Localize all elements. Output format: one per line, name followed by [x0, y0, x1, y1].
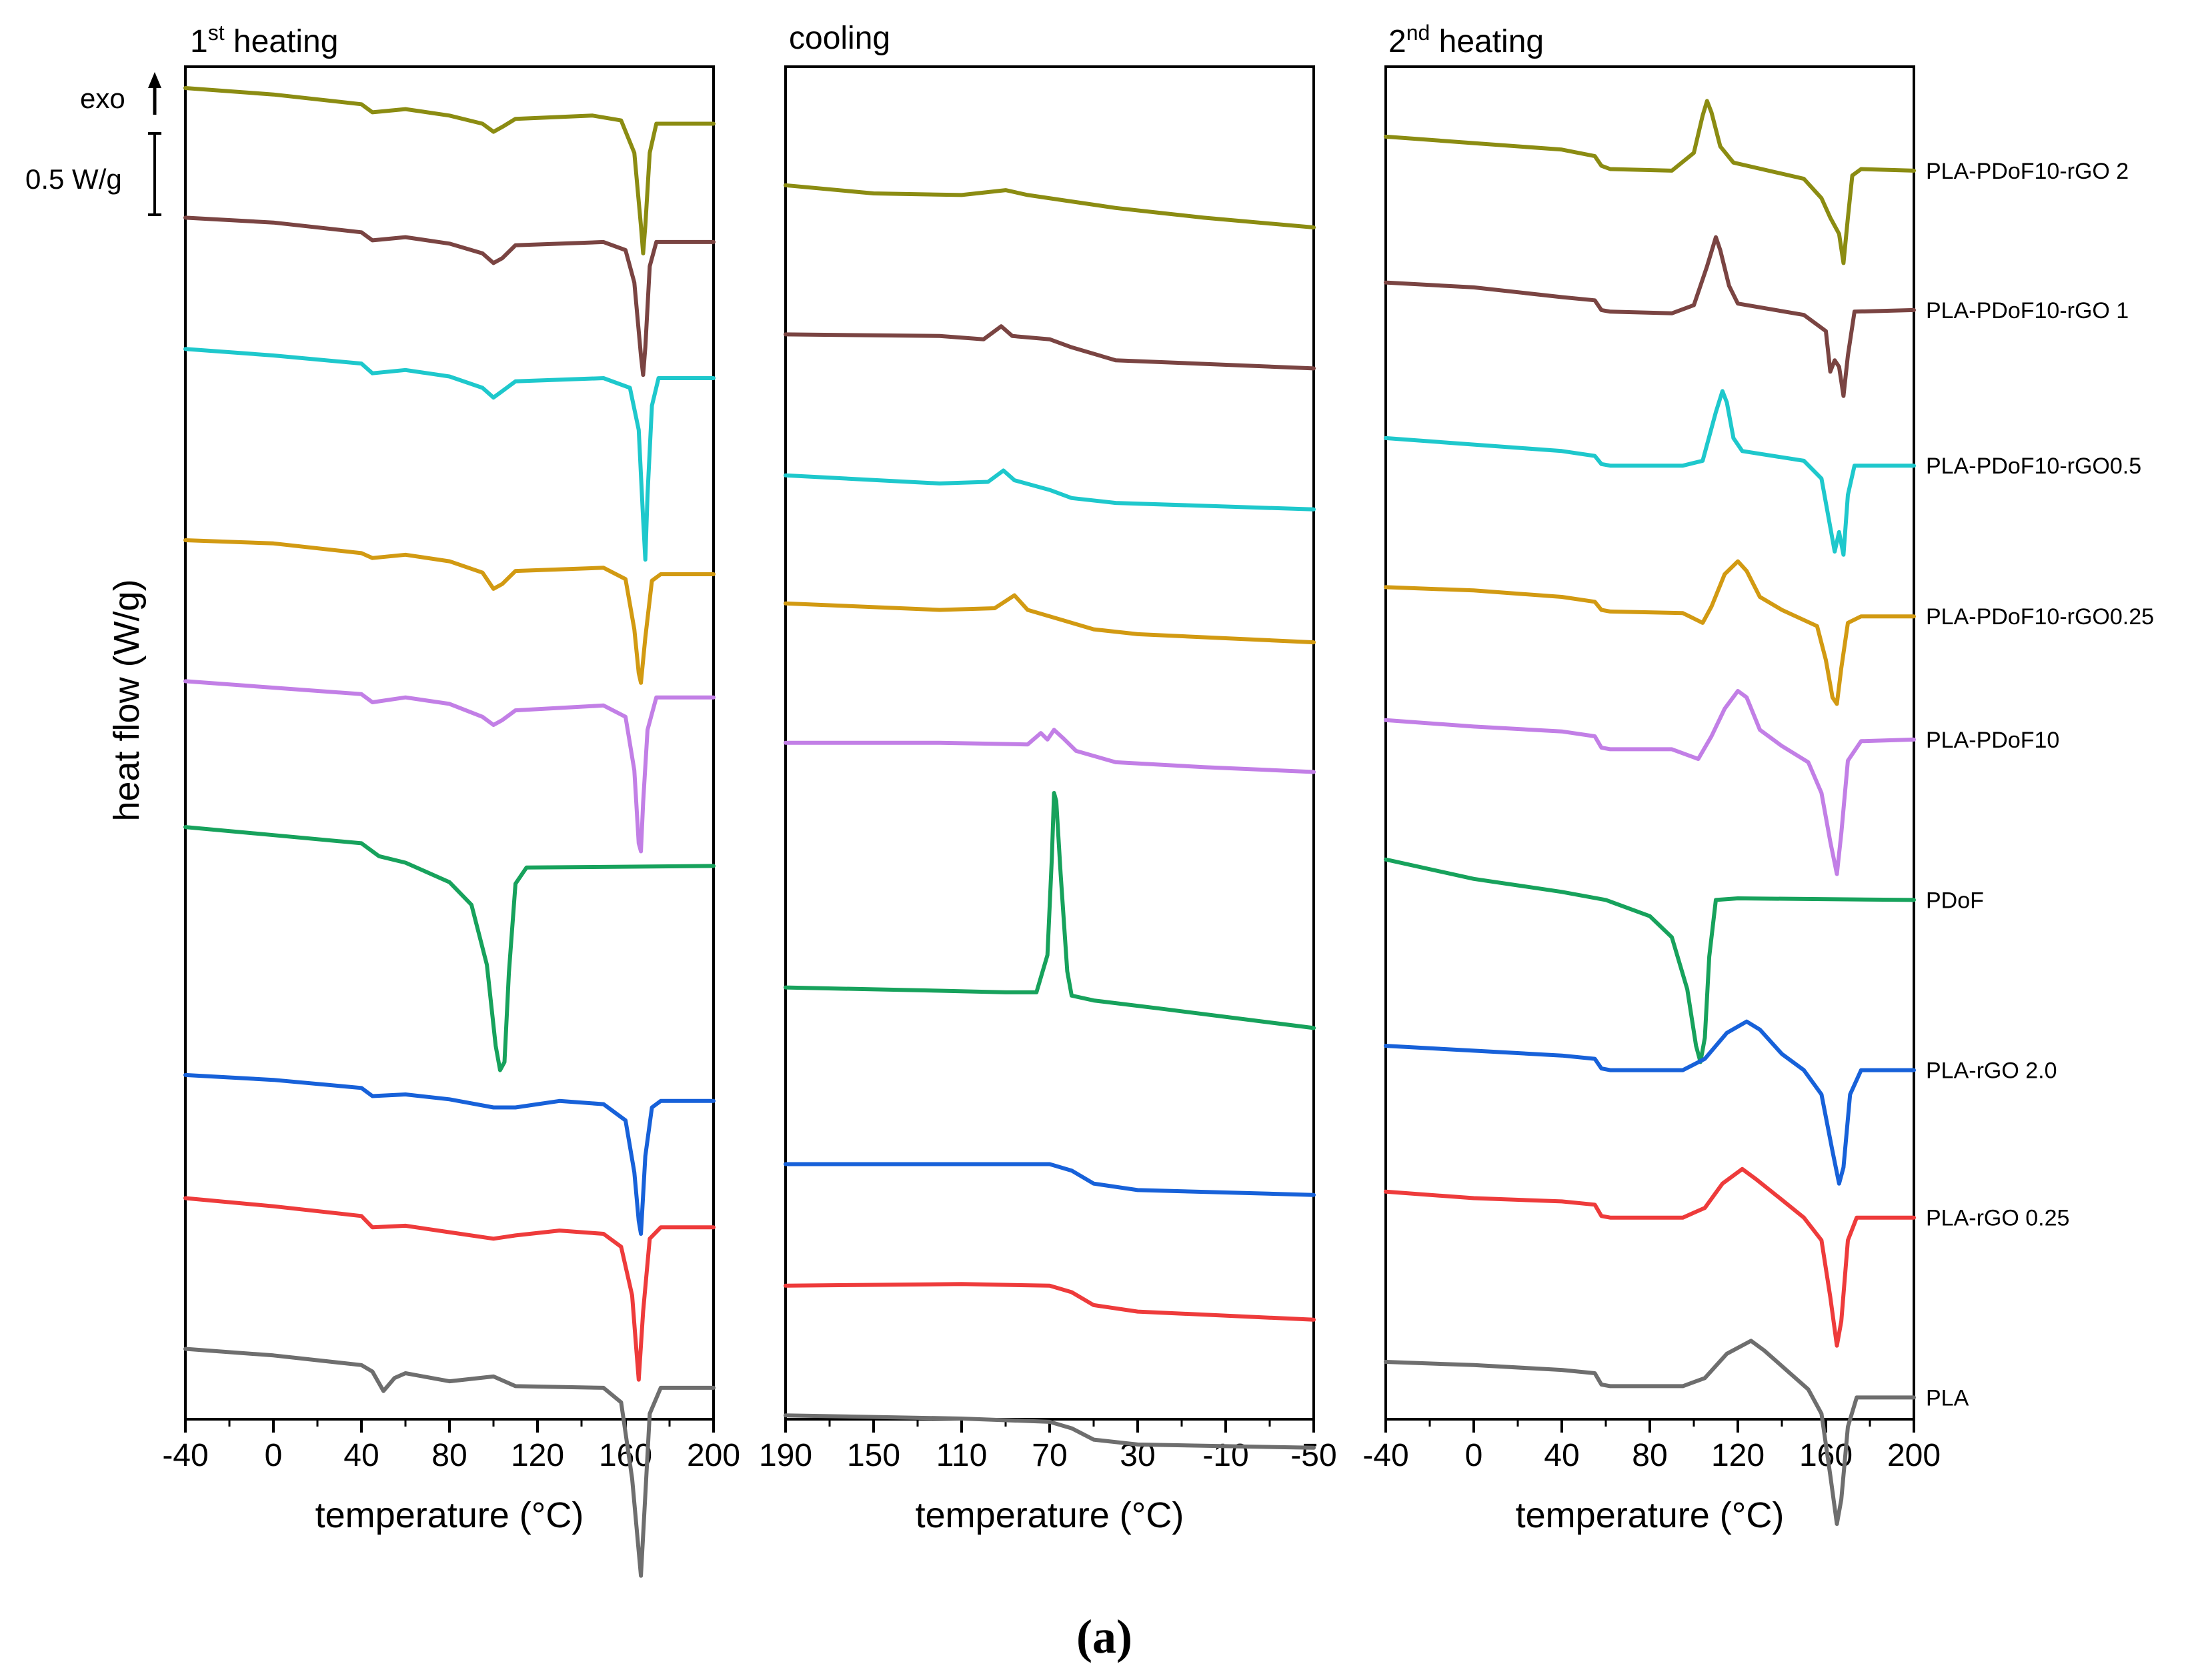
- figure-caption: (a): [1076, 1610, 1132, 1663]
- curve-pla-cooling: [784, 1413, 1316, 1450]
- curve-pla-rgo-2-0-1st-heating: [183, 1072, 716, 1236]
- legend-label: PLA-rGO 2.0: [1926, 1058, 2057, 1084]
- x-tick-label: 40: [1544, 1438, 1579, 1473]
- x-axis-ticks: -40 0 40 80 120 160 200 190 150 110 70 30 -10 -50 -40 0…: [162, 1419, 1941, 1473]
- curve-pla-rgo-2-0-2nd-heating: [1384, 1019, 1916, 1186]
- x-tick-label: 110: [936, 1438, 988, 1473]
- curve-pla-rgo-2-0-cooling: [784, 1162, 1316, 1197]
- x-tick-label: -40: [162, 1438, 208, 1473]
- curve-pla-1st-heating: [183, 1347, 716, 1578]
- legend-label: PLA-PDoF10-rGO0.25: [1926, 604, 2154, 630]
- panel-title-2nd-heating: 2nd heating: [1388, 21, 1544, 59]
- legend-label: PLA-PDoF10: [1926, 728, 2059, 753]
- legend-label: PLA-PDoF10-rGO 2: [1926, 159, 2129, 184]
- curve-pla-pdof10-cooling: [784, 728, 1316, 774]
- curve-pla-pdof10-1st-heating: [183, 679, 716, 854]
- x-axis-title-cooling: temperature (°C): [916, 1495, 1184, 1535]
- curve-pdof-cooling: [784, 791, 1316, 1030]
- curve-pla-pdof10-rgo-1-1st-heating: [183, 215, 716, 377]
- legend-label: PLA-rGO 0.25: [1926, 1206, 2069, 1231]
- x-tick-label: 200: [687, 1438, 740, 1473]
- x-tick-label: 200: [1887, 1438, 1941, 1473]
- x-tick-label: 190: [759, 1438, 812, 1473]
- curve-pdof-1st-heating: [183, 825, 716, 1072]
- curve-pdof-2nd-heating: [1384, 857, 1916, 1064]
- curve-pla-pdof10-rgo0-25-cooling: [784, 593, 1316, 645]
- x-tick-label: 120: [511, 1438, 564, 1473]
- curve-pla-pdof10-2nd-heating: [1384, 689, 1916, 876]
- legend-label: PDoF: [1926, 888, 1984, 913]
- x-tick-label: -10: [1202, 1438, 1248, 1473]
- x-axis-title-2nd-heating: temperature (°C): [1516, 1495, 1785, 1535]
- scale-bar-label: 0.5 W/g: [25, 163, 122, 195]
- curve-pla-pdof10-rgo-1-cooling: [784, 324, 1316, 371]
- curve-pla-pdof10-rgo0-5-1st-heating: [183, 347, 716, 562]
- curve-pla-pdof10-rgo0-25-2nd-heating: [1384, 559, 1916, 706]
- x-tick-label: 150: [847, 1438, 900, 1473]
- curve-pla-pdof10-rgo-2-1st-heating: [183, 86, 716, 255]
- curve-pla-pdof10-rgo0-5-cooling: [784, 468, 1316, 512]
- curve-pla-pdof10-rgo-1-2nd-heating: [1384, 235, 1916, 398]
- x-tick-label: 80: [431, 1438, 467, 1473]
- y-axis-title: heat flow (W/g): [107, 579, 147, 821]
- curve-pla-pdof10-rgo-2-cooling: [784, 183, 1316, 229]
- x-tick-label: -50: [1290, 1438, 1336, 1473]
- curve-pla-pdof10-rgo-2-2nd-heating: [1384, 99, 1916, 265]
- curve-pla-pdof10-rgo0-25-1st-heating: [183, 538, 716, 685]
- legend-label: PLA-PDoF10-rGO 1: [1926, 298, 2129, 323]
- x-axis-title-1st-heating: temperature (°C): [315, 1495, 584, 1535]
- scale-bar: [148, 132, 161, 216]
- exo-arrow-icon: [148, 72, 161, 115]
- curves: [183, 86, 1916, 1578]
- x-tick-label: 0: [1465, 1438, 1483, 1473]
- x-tick-label: 0: [265, 1438, 283, 1473]
- curve-pla-rgo-0-25-2nd-heating: [1384, 1166, 1916, 1348]
- panel-title-cooling: cooling: [789, 21, 890, 56]
- x-tick-label: 40: [343, 1438, 379, 1473]
- curve-pla-2nd-heating: [1384, 1339, 1916, 1526]
- panel-title-1st-heating: 1st heating: [190, 21, 338, 59]
- x-tick-label: 80: [1632, 1438, 1667, 1473]
- plot-frame-1st-heating: [184, 65, 715, 1421]
- exo-label: exo: [80, 83, 125, 114]
- curve-pla-rgo-0-25-cooling: [784, 1282, 1316, 1322]
- curve-pla-rgo-0-25-1st-heating: [183, 1196, 716, 1382]
- legend: PLA-PDoF10-rGO 2 PLA-PDoF10-rGO 1 PLA-PDoF…: [1926, 159, 2154, 1411]
- x-tick-label: 120: [1711, 1438, 1765, 1473]
- legend-label: PLA: [1926, 1385, 1969, 1411]
- legend-label: PLA-PDoF10-rGO0.5: [1926, 454, 2141, 479]
- x-tick-label: 70: [1032, 1438, 1067, 1473]
- curve-pla-pdof10-rgo0-5-2nd-heating: [1384, 389, 1916, 557]
- x-tick-label: -40: [1362, 1438, 1408, 1473]
